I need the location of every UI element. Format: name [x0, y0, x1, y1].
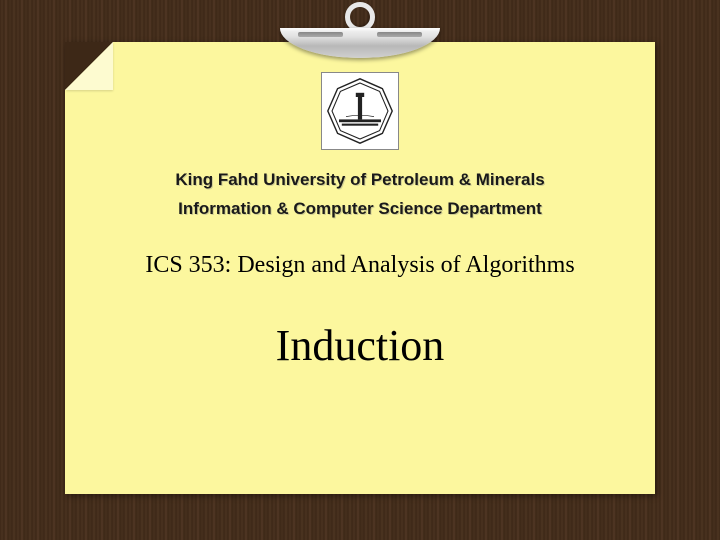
- header-block: King Fahd University of Petroleum & Mine…: [65, 166, 655, 224]
- topic-title: Induction: [65, 320, 655, 371]
- department-name: Information & Computer Science Departmen…: [65, 195, 655, 224]
- clipboard-paper: King Fahd University of Petroleum & Mine…: [65, 42, 655, 494]
- university-name: King Fahd University of Petroleum & Mine…: [65, 166, 655, 195]
- clipboard-clip: [280, 4, 440, 64]
- university-logo: [321, 72, 399, 150]
- page-fold-icon: [65, 42, 113, 90]
- wood-background: King Fahd University of Petroleum & Mine…: [0, 0, 720, 540]
- kfupm-seal-icon: [325, 76, 395, 146]
- course-title: ICS 353: Design and Analysis of Algorith…: [65, 252, 655, 279]
- clip-body-icon: [280, 28, 440, 58]
